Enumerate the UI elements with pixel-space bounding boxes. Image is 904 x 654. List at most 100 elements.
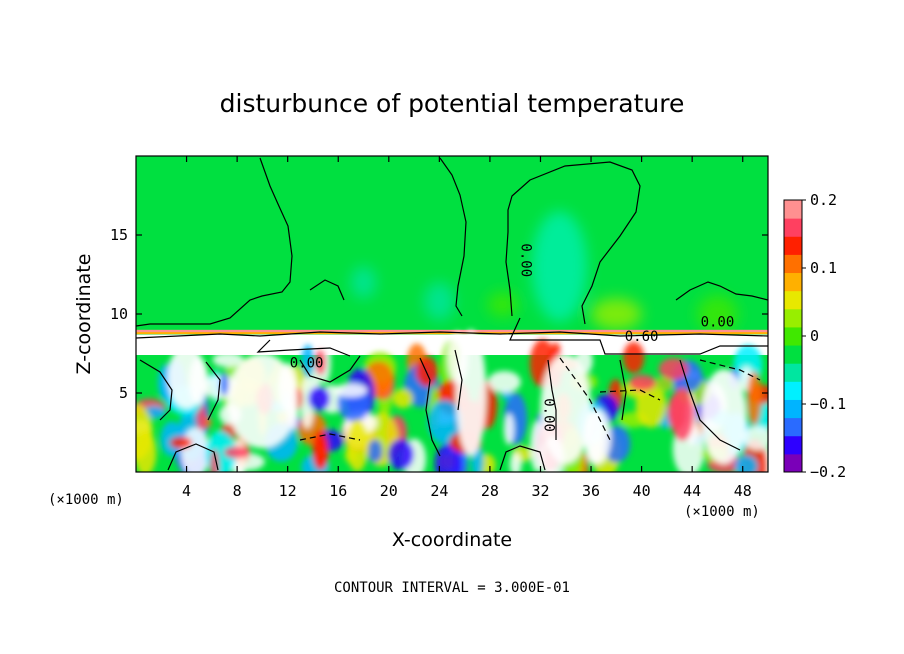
contour-line [505, 161, 641, 325]
contour-line [619, 359, 627, 421]
contour-label: 0.60 [625, 329, 659, 345]
field-cell [530, 420, 545, 472]
field-cell [455, 329, 487, 457]
colorbar-swatch [784, 417, 802, 437]
colorbar-tick-label: −0.1 [810, 395, 846, 413]
inversion-band [136, 329, 768, 333]
contour-label: 0.00 [290, 356, 324, 372]
colorbar-swatch [784, 218, 802, 237]
contour-label: 0.00 [518, 243, 534, 277]
field-cell [300, 375, 315, 429]
contour-line [205, 361, 221, 421]
contour-line [454, 349, 463, 411]
colorbar-swatch [784, 200, 802, 219]
contour-labels: 0.00 0.60 0.00 0.00 0.00 [290, 243, 735, 432]
contour-line [419, 357, 441, 457]
field-cell [670, 387, 695, 441]
field-cell [301, 344, 315, 378]
colorbar-swatch [784, 363, 802, 382]
field-cell [427, 399, 463, 445]
x-tick-label: 20 [380, 482, 398, 500]
field-cell [734, 454, 758, 472]
field-cell [503, 413, 515, 445]
field-cell [227, 353, 298, 449]
colorbar-swatch [784, 399, 802, 419]
y-tick-label: 5 [119, 384, 128, 402]
field-cell [623, 341, 645, 374]
x-tick-label: 12 [279, 482, 297, 500]
field-cell [180, 427, 210, 472]
colorbar-tick-label: 0.1 [810, 259, 837, 277]
colorbar-swatch [784, 435, 802, 455]
x-tick-label: 44 [683, 482, 701, 500]
y-axis: 5 10 15 [110, 226, 768, 402]
colorbar-tick-label: −0.2 [810, 463, 846, 481]
contour-line [675, 281, 768, 301]
contour-line [679, 359, 741, 451]
field-blob [424, 282, 455, 321]
contour-interval-note: CONTOUR INTERVAL = 3.000E-01 [334, 580, 570, 596]
field-blob [591, 298, 642, 330]
field-cell [346, 419, 369, 472]
colorbar: 0.2 0.1 0 −0.1 −0.2 [783, 191, 846, 481]
field-blob [531, 211, 588, 322]
colorbar-swatch [784, 453, 802, 473]
turbulent-cells [136, 329, 768, 472]
field-cell [747, 371, 762, 426]
field-blob [350, 266, 377, 299]
field-cell [136, 404, 153, 460]
field-cell [628, 374, 657, 391]
colorbar-swatch [784, 381, 802, 400]
colorbar-swatch [784, 290, 802, 310]
field-cell [392, 388, 414, 409]
contour-line [299, 355, 361, 383]
contour-line [309, 279, 345, 301]
colorbar-swatch [784, 236, 802, 255]
field-blob [487, 291, 518, 318]
y-tick-label: 15 [110, 226, 128, 244]
colorbar-swatch [784, 308, 802, 328]
x-tick-label: 16 [329, 482, 347, 500]
field-cell [167, 345, 206, 409]
contour-line [139, 359, 173, 421]
contour-line [439, 157, 467, 317]
contour-line-negative [299, 433, 361, 441]
x-tick-label: 24 [430, 482, 448, 500]
contour-line [509, 317, 768, 355]
plot-area [136, 156, 768, 472]
x-unit-left: (×1000 m) [48, 492, 124, 508]
x-tick-label: 48 [734, 482, 752, 500]
contour-line-negative [559, 357, 611, 441]
colorbar-tick-label: 0.2 [810, 191, 837, 209]
contour-line [136, 157, 293, 327]
colorbar-swatch [784, 254, 802, 274]
contour-line [167, 443, 219, 471]
contour-line [499, 445, 546, 471]
field-cell [367, 439, 383, 463]
x-tick-label: 28 [481, 482, 499, 500]
field-cell [315, 349, 326, 376]
field-cell [487, 370, 521, 394]
field-blob [697, 295, 738, 333]
field-cell [540, 353, 592, 465]
field-cell [387, 439, 414, 470]
colorbar-swatch [784, 272, 802, 292]
x-tick-label: 8 [233, 482, 242, 500]
field-cell [169, 436, 193, 449]
field-cell [651, 377, 677, 392]
contour-label: 0.00 [701, 315, 735, 331]
field-cell [658, 357, 689, 381]
field-cell [509, 452, 522, 472]
contour-lines [136, 157, 768, 471]
x-tick-label: 4 [182, 482, 191, 500]
x-axis: 4 8 12 16 20 24 28 32 36 40 44 48 [182, 156, 752, 500]
upper-blobs [350, 211, 738, 333]
contour-line [256, 339, 351, 357]
x-axis-label: X-coordinate [392, 529, 512, 551]
turbulent-layer [136, 329, 768, 472]
inversion-band [136, 332, 768, 335]
x-tick-label: 40 [633, 482, 651, 500]
field-cell [312, 429, 329, 471]
contour-line-negative [599, 389, 661, 401]
